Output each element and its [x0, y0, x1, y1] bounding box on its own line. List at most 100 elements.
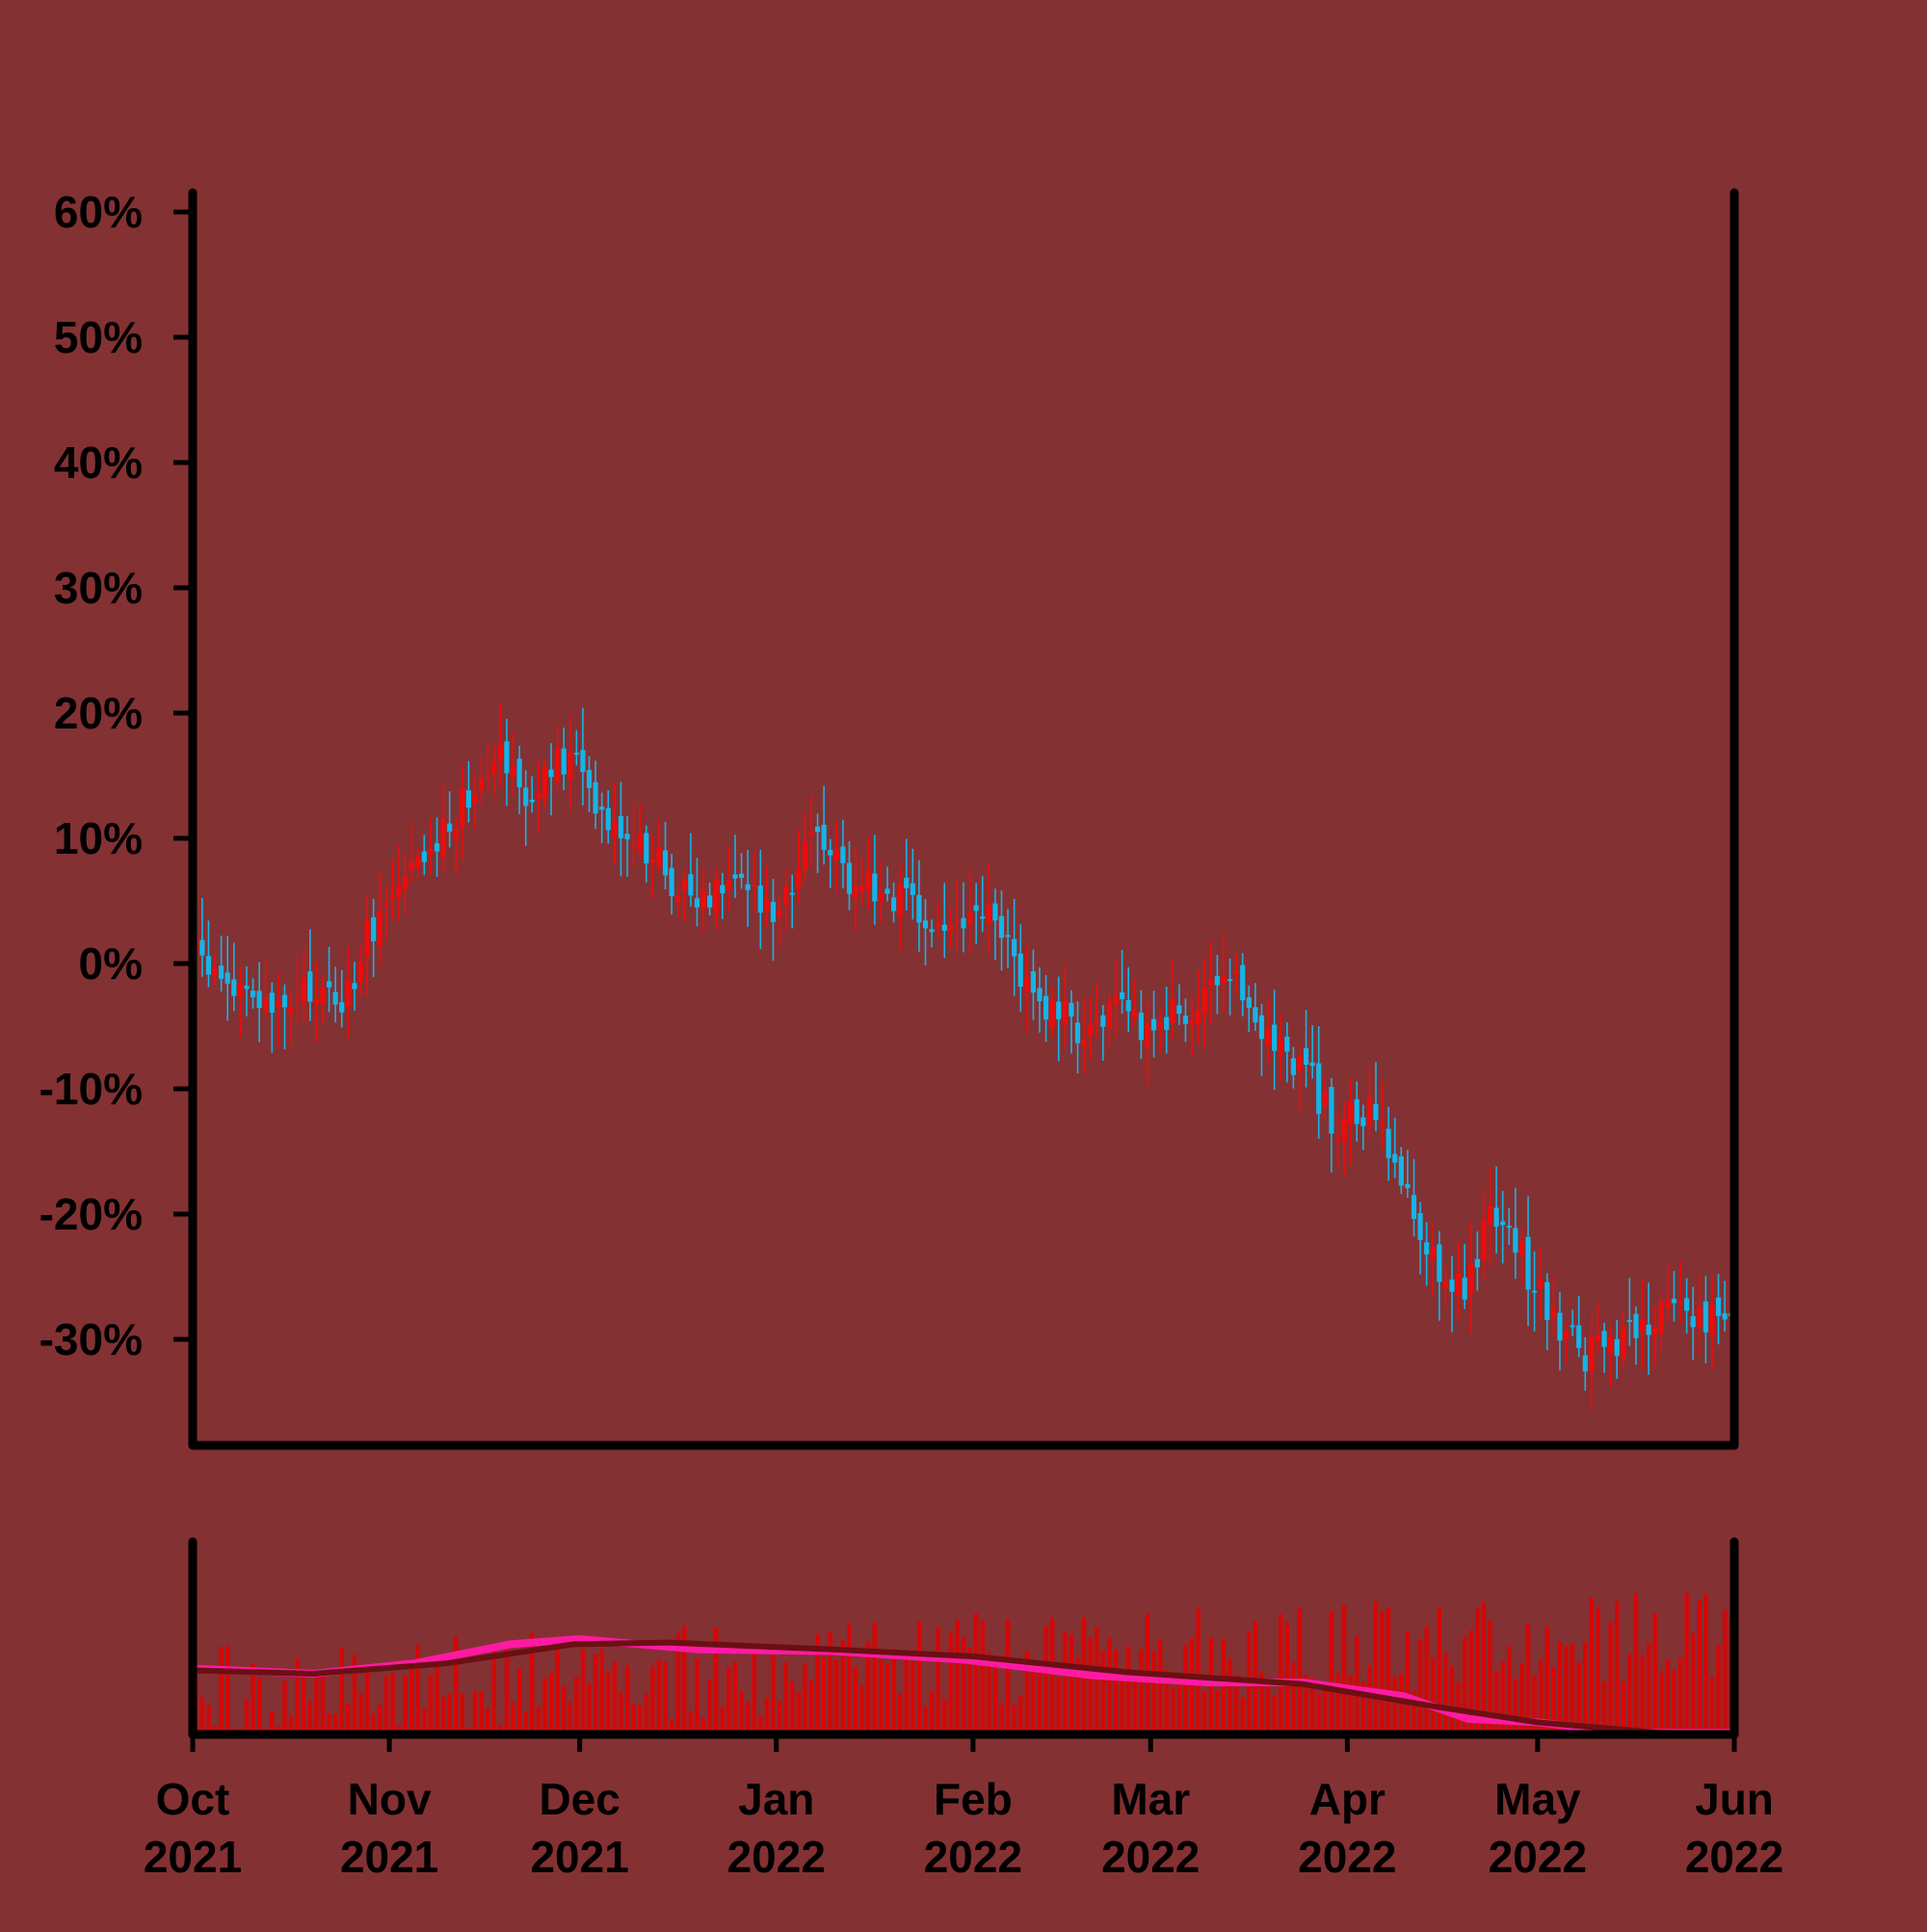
volume-bar — [720, 1706, 725, 1734]
volume-bar — [821, 1656, 827, 1734]
candle-body — [986, 904, 991, 923]
candle-body — [276, 999, 281, 1009]
volume-bar — [295, 1657, 300, 1734]
candle-body — [478, 779, 485, 791]
candle-body — [1563, 1331, 1570, 1340]
volume-bar — [726, 1666, 731, 1734]
candle-body — [1557, 1312, 1563, 1341]
candle-body — [516, 758, 522, 788]
candle-body — [764, 899, 770, 912]
candle-body — [936, 924, 941, 927]
candle-body — [675, 895, 681, 903]
candle-body — [256, 991, 262, 1008]
volume-bar — [1703, 1594, 1708, 1734]
volume-bar — [1424, 1627, 1429, 1734]
volume-average-short-line — [189, 1635, 1738, 1737]
volume-bar — [840, 1640, 846, 1734]
volume-bar — [599, 1649, 604, 1734]
volume-bar — [1049, 1618, 1055, 1734]
volume-bar — [1043, 1626, 1048, 1734]
volume-bar — [1309, 1677, 1315, 1734]
candle-body — [1189, 1019, 1195, 1026]
volume-bar — [1380, 1611, 1385, 1734]
volume-bar — [1443, 1653, 1448, 1734]
volume-bar — [302, 1676, 306, 1734]
volume-bar — [346, 1703, 351, 1734]
candle-body — [1145, 1024, 1150, 1047]
volume-bar — [1233, 1675, 1239, 1734]
volume-bar — [307, 1700, 313, 1734]
volume-bar — [911, 1660, 915, 1734]
candle-body — [681, 880, 687, 890]
volume-bar — [378, 1705, 383, 1734]
volume-average-long-line — [190, 1639, 1737, 1737]
candle-body — [713, 880, 719, 914]
x-tick-month-label: Jan — [738, 1774, 814, 1824]
volume-bar — [999, 1703, 1004, 1734]
volume-bar — [1316, 1692, 1321, 1734]
x-tick-year-label: 2021 — [144, 1832, 242, 1882]
volume-bar — [1335, 1672, 1340, 1734]
volume-bar — [879, 1659, 884, 1734]
candle-body — [555, 747, 561, 782]
volume-bar — [973, 1613, 979, 1734]
candle-body — [447, 823, 453, 833]
candle-body — [1398, 1156, 1404, 1186]
volume-bar — [1488, 1620, 1492, 1734]
candle-body — [1056, 1001, 1062, 1019]
candle-body — [1633, 1313, 1639, 1338]
candle-body — [465, 790, 472, 808]
volume-bar — [1215, 1690, 1220, 1734]
volume-bar — [929, 1691, 935, 1734]
candle-body — [199, 940, 205, 956]
candle-body — [295, 997, 301, 1000]
candle-body — [783, 886, 789, 906]
candle-body — [1322, 1090, 1328, 1107]
candle-body — [1550, 1307, 1556, 1318]
volume-bar — [1100, 1650, 1106, 1734]
candle-body — [1430, 1246, 1436, 1260]
candle-body — [1411, 1195, 1417, 1219]
volume-bar — [1538, 1659, 1544, 1734]
candle-body — [1405, 1183, 1411, 1188]
candle-body — [1354, 1098, 1359, 1125]
candle-body — [377, 911, 383, 946]
candle-body — [504, 741, 510, 774]
volume-bars — [194, 1592, 1733, 1734]
volume-bar — [916, 1621, 922, 1734]
volume-bar — [1157, 1639, 1163, 1734]
candle-body — [231, 979, 237, 996]
volume-bar — [1475, 1607, 1480, 1734]
volume-bar — [644, 1693, 648, 1734]
volume-bar — [1722, 1609, 1728, 1734]
candle-body — [586, 769, 593, 788]
candle-body — [1570, 1325, 1575, 1328]
volume-bar — [1151, 1651, 1156, 1734]
volume-bar — [606, 1672, 611, 1734]
candle-body — [1665, 1299, 1671, 1309]
volume-bar — [1075, 1656, 1080, 1734]
candle-body — [752, 884, 757, 887]
candle-body — [409, 861, 414, 871]
candle-body — [371, 917, 377, 941]
volume-bar — [1037, 1663, 1043, 1734]
candle-body — [523, 787, 529, 807]
candle-body — [1366, 1097, 1372, 1126]
volume-bar — [593, 1654, 598, 1734]
candle-body — [777, 910, 782, 917]
candle-body — [1157, 1021, 1163, 1029]
volume-bar — [992, 1659, 998, 1734]
volume-bar — [491, 1644, 496, 1734]
volume-bar — [440, 1696, 446, 1734]
volume-bar — [1284, 1622, 1290, 1734]
candle-body — [694, 898, 700, 908]
volume-bar — [1012, 1705, 1016, 1734]
candle-body — [224, 972, 230, 984]
volume-bar — [1716, 1645, 1721, 1734]
volume-bar — [1265, 1679, 1271, 1734]
candle-body — [1030, 971, 1037, 993]
volume-bar — [1646, 1643, 1651, 1734]
volume-bar — [1532, 1675, 1537, 1734]
candle-body — [1037, 988, 1043, 1002]
